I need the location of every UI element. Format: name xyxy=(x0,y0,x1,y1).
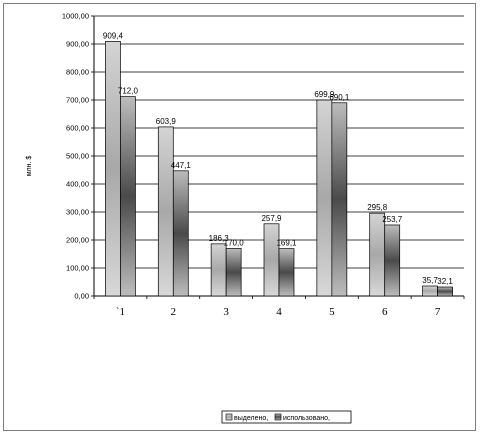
x-tick-label: 3 xyxy=(223,306,229,318)
y-tick-label: 800,00 xyxy=(66,68,89,77)
bar-series1 xyxy=(263,223,280,297)
x-tick-label: 7 xyxy=(435,306,441,318)
data-label: 186,3 xyxy=(209,234,230,243)
data-label: 909,4 xyxy=(103,31,124,40)
data-label: 699,9 xyxy=(314,90,335,99)
y-tick-label: 1000,00 xyxy=(62,12,89,21)
bar-series1 xyxy=(316,99,333,297)
y-tick-label: 500,00 xyxy=(66,152,89,161)
bar-series1 xyxy=(105,41,121,297)
y-axis-ticks: 0,00 100,00 200,00 300,00 400,00 500,00 600,00… xyxy=(62,12,94,301)
bar-series1 xyxy=(210,243,227,297)
data-label: 690,1 xyxy=(329,93,350,102)
chart-frame xyxy=(3,3,476,431)
bar-series2 xyxy=(384,224,401,297)
data-label: 170,0 xyxy=(224,238,245,247)
x-tick-label: 2 xyxy=(171,306,177,318)
x-axis-ticks: `1 2 3 4 5 6 7 xyxy=(93,296,465,318)
y-tick-label: 200,00 xyxy=(66,236,89,245)
y-tick-label: 900,00 xyxy=(66,40,89,49)
bar-series2 xyxy=(278,248,295,297)
y-tick-label: 300,00 xyxy=(66,208,89,217)
y-axis-label: млн. $ xyxy=(26,156,33,177)
y-tick-label: 700,00 xyxy=(66,96,89,105)
data-label: 603,9 xyxy=(156,117,177,126)
data-label: 712,0 xyxy=(118,87,139,96)
data-label: 32,1 xyxy=(437,277,453,286)
x-tick-label: 4 xyxy=(276,306,282,318)
bar-series2 xyxy=(172,170,189,297)
bars xyxy=(105,41,453,297)
legend-label-series2: использовано, xyxy=(283,415,330,422)
grid-lines xyxy=(93,15,464,297)
legend-box xyxy=(221,410,352,424)
y-tick-label: 0,00 xyxy=(74,292,89,301)
legend: выделено, использовано, xyxy=(221,410,352,424)
bar-series1 xyxy=(369,212,386,297)
data-label: 253,7 xyxy=(382,215,403,224)
bar-series2 xyxy=(437,286,453,297)
bar-series2 xyxy=(331,102,348,297)
data-label: 295,8 xyxy=(367,203,388,212)
x-tick-label: 6 xyxy=(382,306,388,318)
bar-series1 xyxy=(422,285,438,297)
legend-label-series1: выделено, xyxy=(234,415,268,422)
data-label: 257,9 xyxy=(261,214,282,223)
bar-series1 xyxy=(157,126,174,297)
legend-swatch-series1 xyxy=(225,413,233,421)
y-tick-label: 600,00 xyxy=(66,124,89,133)
legend-swatch-series2 xyxy=(274,413,282,421)
x-tick-label: 5 xyxy=(329,306,335,318)
y-tick-label: 400,00 xyxy=(66,180,89,189)
x-tick-label: `1 xyxy=(116,306,125,318)
data-label: 447,1 xyxy=(171,161,192,170)
data-label: 169,1 xyxy=(276,239,297,248)
data-label: 35,7 xyxy=(422,276,438,285)
bar-series2 xyxy=(225,248,242,297)
bar-series2 xyxy=(120,96,136,297)
y-tick-label: 100,00 xyxy=(66,264,89,273)
